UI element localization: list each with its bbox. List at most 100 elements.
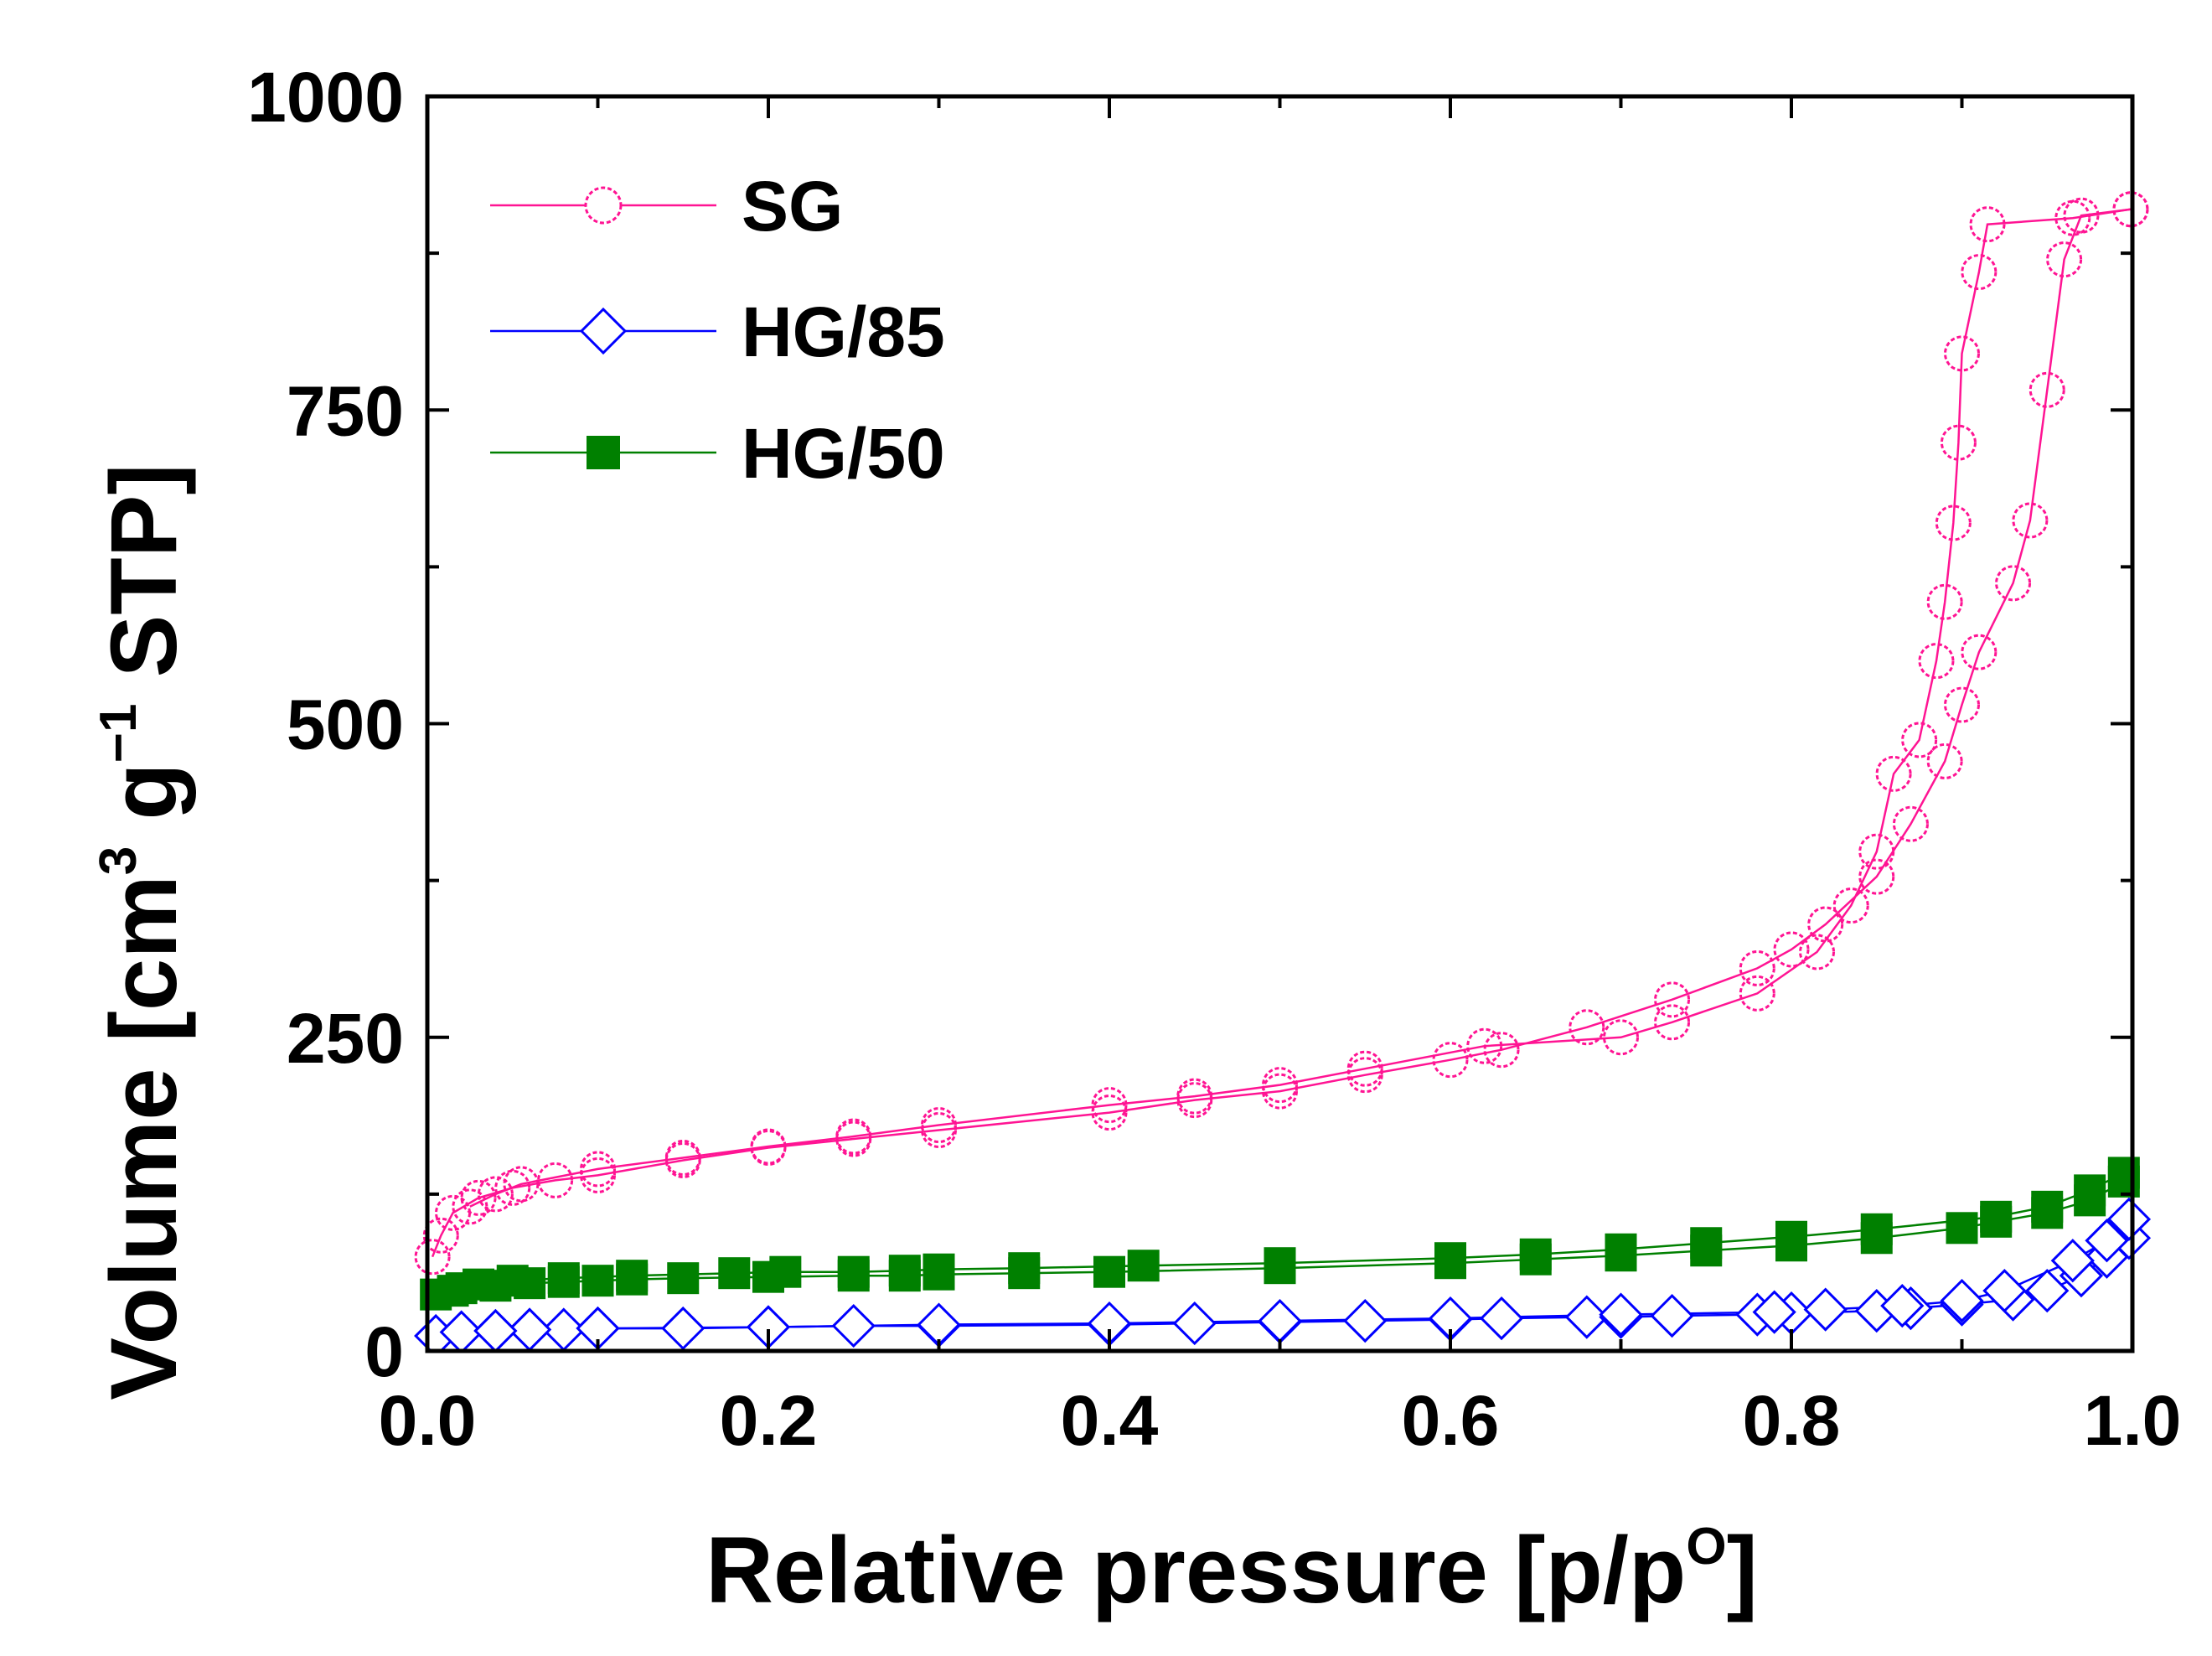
x-tick-label: 0.6	[1402, 1381, 1500, 1460]
data-point-hg85-desorption	[1803, 1287, 1848, 1332]
data-point-hg85-adsorption	[1343, 1298, 1388, 1343]
data-point-hg50-desorption	[1008, 1252, 1041, 1285]
y-tick-label: 750	[287, 371, 404, 450]
data-point-sg-adsorption	[2063, 197, 2100, 234]
axes-layer: 0.0 0.2 0.4 0.6 0.8 1.0 0 250 500 750 1000	[247, 58, 2181, 1460]
data-point-hg85-desorption	[1752, 1290, 1796, 1334]
series-line-sg-desorption	[469, 208, 2132, 1208]
y-tick-label: 250	[287, 999, 404, 1078]
x-axis-title: Relative pressure [p/pO]	[705, 1518, 1758, 1622]
data-point-sg-desorption	[1832, 888, 1869, 924]
data-point-hg50-desorption	[923, 1253, 955, 1286]
data-point-hg50-desorption	[1605, 1233, 1637, 1265]
data-point-sg-desorption	[1799, 934, 1836, 970]
data-point-hg50-desorption	[496, 1265, 529, 1297]
data-point-sg-adsorption	[1807, 906, 1844, 943]
data-point-hg50-desorption	[437, 1275, 469, 1307]
data-point-sg-desorption	[1654, 1004, 1691, 1041]
data-point-hg85-adsorption	[2025, 1269, 2070, 1313]
data-point-hg85-adsorption	[1564, 1295, 1609, 1339]
y-tick-label: 0	[364, 1312, 404, 1391]
data-point-sg-adsorption	[1432, 1042, 1469, 1079]
data-point-sg-desorption	[1858, 833, 1895, 870]
data-point-hg50-desorption	[2074, 1174, 2106, 1207]
data-point-hg85-desorption	[1880, 1283, 1925, 1328]
data-point-sg-adsorption	[537, 1162, 574, 1198]
data-point-sg-desorption	[2054, 199, 2091, 236]
plot-frame	[425, 94, 2135, 1353]
data-point-sg-desorption	[1603, 1019, 1639, 1056]
data-point-sg-desorption	[1176, 1078, 1213, 1115]
x-tick-label: 0.0	[379, 1381, 477, 1460]
x-tick-label: 1.0	[2084, 1381, 2182, 1460]
data-point-hg50-desorption	[1127, 1250, 1160, 1282]
data-point-sg-adsorption	[2012, 502, 2049, 539]
data-point-sg-desorption	[1940, 424, 1977, 461]
series-hg50	[420, 1157, 2140, 1311]
x-axis-title-main: Relative pressure [p/p	[705, 1518, 1686, 1622]
data-point-sg-adsorption	[1346, 1057, 1383, 1094]
data-point-sg-adsorption	[1654, 981, 1691, 1018]
data-point-sg-desorption	[835, 1118, 872, 1155]
data-point-sg-desorption	[1961, 254, 1998, 291]
data-point-hg50-adsorption	[1946, 1212, 1978, 1245]
x-axis-title-end: ]	[1727, 1518, 1758, 1622]
data-point-sg-desorption	[1739, 975, 1775, 1012]
data-point-sg-desorption	[2112, 191, 2149, 228]
legend-marker-sg	[584, 186, 623, 225]
data-point-sg-adsorption	[1892, 805, 1929, 842]
data-point-hg85-adsorption	[1172, 1301, 1217, 1346]
data-point-sg-adsorption	[1569, 1009, 1605, 1046]
data-point-hg85-desorption	[2085, 1219, 2129, 1263]
data-point-hg50-adsorption	[667, 1262, 700, 1295]
data-point-sg-desorption	[921, 1107, 957, 1144]
data-point-sg-adsorption	[1773, 931, 1810, 968]
data-point-sg-desorption	[1091, 1087, 1128, 1124]
data-point-hg50-desorption	[547, 1262, 580, 1295]
data-point-sg-desorption	[1875, 755, 1912, 792]
series-line-sg-adsorption	[431, 208, 2132, 1258]
x-axis-title-sup: O	[1686, 1518, 1726, 1576]
data-point-sg-desorption	[664, 1139, 701, 1176]
data-point-sg-adsorption	[414, 1239, 451, 1276]
data-point-sg-desorption	[1346, 1050, 1383, 1087]
legend-entry-sg: SG	[490, 167, 843, 246]
data-point-hg50-desorption	[2031, 1190, 2064, 1223]
y-axis-title-main: Volume [cm	[91, 875, 196, 1400]
legend-entry-hg85: HG/85	[490, 292, 945, 371]
data-point-sg-adsorption	[1995, 565, 2032, 602]
data-point-hg85-adsorption	[439, 1310, 483, 1351]
data-point-sg-adsorption	[1739, 950, 1775, 986]
data-point-hg85-adsorption	[1650, 1293, 1694, 1338]
data-point-hg50-desorption	[1519, 1238, 1552, 1270]
data-point-hg85-adsorption	[1479, 1296, 1524, 1341]
legend-marker-hg85	[579, 307, 628, 355]
data-point-sg-adsorption	[921, 1112, 957, 1149]
y-axis-title-end: STP]	[91, 463, 196, 703]
data-point-sg-desorption	[750, 1128, 787, 1165]
legend-marker-hg50	[587, 436, 620, 469]
data-point-hg50-desorption	[1775, 1220, 1807, 1253]
legend: SG HG/85 HG/50	[490, 167, 945, 493]
legend-label-sg: SG	[742, 167, 843, 246]
data-point-sg-adsorption	[494, 1169, 531, 1206]
data-point-hg50-adsorption	[1093, 1255, 1125, 1288]
x-tick-label: 0.4	[1061, 1381, 1159, 1460]
data-point-hg50-desorption	[769, 1255, 802, 1288]
data-point-hg85-desorption	[1599, 1292, 1643, 1337]
data-point-hg85-desorption	[1940, 1278, 1984, 1323]
data-point-sg-desorption	[1944, 335, 1980, 372]
data-point-sg-adsorption	[580, 1157, 616, 1193]
y-axis-title-sup1: 3	[90, 846, 147, 875]
plot-area	[414, 191, 2152, 1351]
data-point-hg85-desorption	[2106, 1197, 2152, 1241]
data-point-sg-adsorption	[1091, 1095, 1128, 1131]
data-point-hg85-desorption	[917, 1302, 961, 1347]
data-point-sg-adsorption	[1483, 1032, 1520, 1069]
data-point-sg-adsorption	[2046, 241, 2083, 278]
data-point-hg50-desorption	[888, 1255, 921, 1287]
y-axis-title-mid: g	[91, 763, 196, 846]
data-point-sg-adsorption	[422, 1217, 459, 1254]
data-point-sg-desorption	[580, 1151, 616, 1188]
legend-label-hg50: HG/50	[742, 414, 945, 493]
